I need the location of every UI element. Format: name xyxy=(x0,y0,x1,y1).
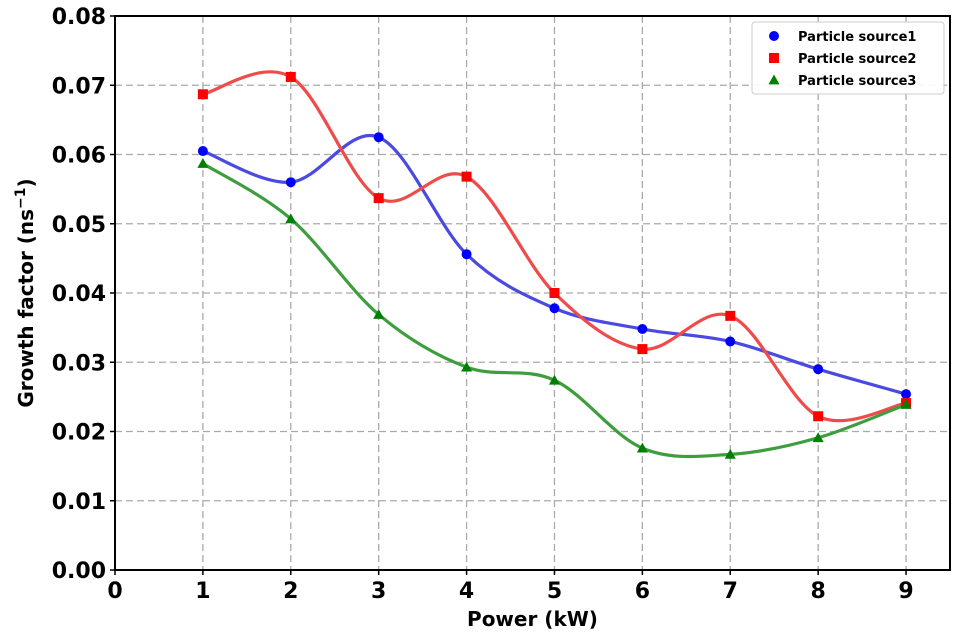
legend-marker-1 xyxy=(769,31,779,41)
legend-marker-2 xyxy=(769,53,779,63)
series-1-point xyxy=(901,389,912,400)
y-ticks: 0.00 0.01 0.02 0.03 0.04 0.05 0.06 0.07 0.08 xyxy=(52,5,115,584)
series-2-point xyxy=(637,344,648,355)
series-3-point xyxy=(900,398,912,409)
legend: Particle source1 Particle source2 Particle… xyxy=(751,21,945,95)
series-3-point xyxy=(197,158,209,168)
series-1-point xyxy=(285,177,296,188)
y-tick-label: 0.05 xyxy=(52,213,106,238)
grid xyxy=(115,16,950,570)
x-tick-label: 2 xyxy=(283,579,298,604)
legend-label-2: Particle source2 xyxy=(798,52,916,67)
series-2-point xyxy=(813,411,824,422)
y-tick-label: 0.08 xyxy=(52,5,106,30)
y-tick-label: 0.06 xyxy=(52,144,106,169)
x-tick-label: 5 xyxy=(547,579,562,604)
series-3-point xyxy=(812,432,824,443)
series-line-2 xyxy=(202,70,907,423)
x-tick-label: 8 xyxy=(811,579,826,604)
legend-label-1: Particle source1 xyxy=(798,30,916,45)
y-axis-label-text: Growth factor (ns xyxy=(14,209,38,408)
y-tick-label: 0.00 xyxy=(52,559,106,584)
y-axis-label-close: ) xyxy=(14,178,38,187)
series-line-3 xyxy=(202,162,907,459)
series-2-point xyxy=(285,71,296,82)
x-tick-label: 3 xyxy=(371,579,386,604)
series-3-point xyxy=(548,374,560,385)
x-tick-label: 4 xyxy=(459,579,474,604)
x-tick-label: 6 xyxy=(635,579,650,604)
x-ticks: 0 1 2 3 4 5 6 7 8 9 xyxy=(107,570,914,604)
series-1-point xyxy=(549,303,560,314)
series-1-point xyxy=(461,249,472,260)
series-1-point xyxy=(373,132,384,143)
series-3-point xyxy=(461,361,473,372)
x-axis-label: Power (kW) xyxy=(467,607,598,631)
x-tick-label: 9 xyxy=(898,579,913,604)
series-3-point xyxy=(285,213,297,224)
series-markers xyxy=(197,71,912,459)
series-2-point xyxy=(725,310,736,321)
y-axis-label-exponent: −1 xyxy=(13,187,29,208)
series-1-point xyxy=(637,324,648,335)
series-lines xyxy=(202,70,907,459)
x-tick-label: 0 xyxy=(107,579,122,604)
series-2-point xyxy=(549,288,560,298)
y-tick-label: 0.07 xyxy=(52,74,106,99)
series-1-point xyxy=(197,146,208,157)
series-3-point xyxy=(373,308,385,319)
y-tick-label: 0.03 xyxy=(52,351,106,376)
series-2-point xyxy=(461,171,472,182)
series-line-1 xyxy=(202,133,907,396)
x-tick-label: 7 xyxy=(723,579,738,604)
y-tick-label: 0.01 xyxy=(52,490,106,515)
series-1-point xyxy=(813,364,824,375)
y-tick-label: 0.04 xyxy=(52,282,106,307)
series-3-point xyxy=(724,448,736,459)
series-2-point xyxy=(197,89,208,100)
y-tick-label: 0.02 xyxy=(52,421,106,446)
x-tick-label: 1 xyxy=(195,579,210,604)
legend-marker-3 xyxy=(768,74,780,85)
series-3-point xyxy=(636,442,648,453)
legend-box xyxy=(751,21,945,95)
legend-label-3: Particle source3 xyxy=(798,74,916,89)
y-axis-label: Growth factor (ns−1) xyxy=(13,178,38,407)
series-2-point xyxy=(373,193,384,204)
series-1-point xyxy=(725,336,736,347)
